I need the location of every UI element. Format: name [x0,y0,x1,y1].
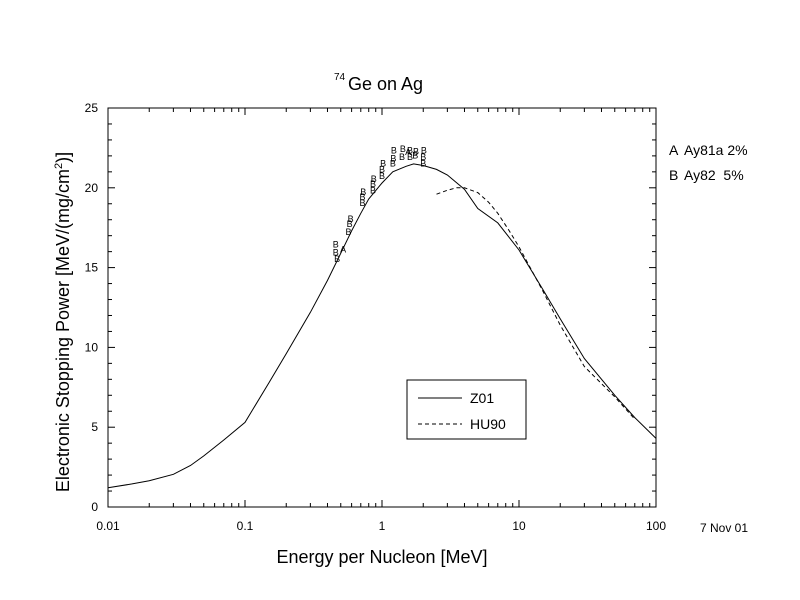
date-label: 7 Nov 01 [700,521,748,535]
data-point-b: B [359,198,365,208]
y-tick-label: 20 [85,181,99,195]
data-point-b: B [420,158,426,168]
y-axis-ticks [108,107,656,508]
y-tick-label: 25 [85,101,99,115]
data-point-b: B [346,227,352,237]
x-tick-label: 0.01 [96,519,120,533]
data-point-b: B [390,153,396,163]
data-point-b: B [380,158,386,168]
series-line-z01 [107,163,657,489]
data-point-b: B [371,174,377,184]
data-point-b: B [413,146,419,156]
data-source-a-text: Ay81a 2% [684,142,748,158]
series-legend-box [406,379,527,440]
data-source-b-text: Ay82 5% [684,167,744,183]
chart-title-superscript: 74 [334,72,346,83]
data-point-b: B [333,248,339,258]
legend-hu90-label: HU90 [470,416,506,432]
chart-title: Ge on Ag [348,74,423,94]
y-tick-label: 15 [85,261,99,275]
series-legend: Z01 HU90 [406,379,527,440]
data-point-b: B [347,219,353,229]
data-point-b: B [370,185,376,195]
x-axis-label: Energy per Nucleon [MeV] [276,547,487,567]
x-axis-tick-labels: 0.01 0.1 1 10 100 [96,519,666,533]
y-tick-label: 5 [91,420,98,434]
data-point-b: B [379,171,385,181]
data-point-b: B [360,187,366,197]
data-point-b: B [407,145,413,155]
x-tick-label: 0.1 [237,519,254,533]
y-tick-label: 10 [85,340,99,354]
y-axis-label-end: )] [53,152,73,163]
data-source-legend: A Ay81a 2% B Ay82 5% [669,142,748,183]
y-tick-label: 0 [91,500,98,514]
data-point-b: B [348,214,354,224]
data-point-b: B [399,152,405,162]
data-point-b: B [333,240,339,250]
data-point-b: B [370,179,376,189]
data-point-b: B [421,145,427,155]
y-axis-label: Electronic Stopping Power [MeV/(mg/cm2)] [53,152,73,492]
x-tick-label: 100 [646,519,666,533]
y-axis-tick-labels: 0 5 10 15 20 25 [85,101,99,514]
data-point-b: B [412,150,418,160]
data-source-a-marker: A [669,142,679,158]
series-line-hu90 [436,187,636,420]
y-axis-label-superscript: 2 [53,163,65,169]
data-source-b-marker: B [669,167,678,183]
data-series [107,163,657,489]
x-tick-label: 1 [379,519,386,533]
data-source-a: A Ay81a 2% [669,142,748,158]
data-point-b: B [334,254,340,264]
data-point-a: A [340,244,346,254]
data-point-b: B [379,165,385,175]
data-point-b: B [391,145,397,155]
legend-z01-label: Z01 [470,390,494,406]
data-point-b: B [400,144,406,154]
data-point-b: B [407,152,413,162]
data-point-b: B [359,192,365,202]
data-point-b: B [390,158,396,168]
x-axis-ticks [107,108,651,507]
y-axis-label-main: Electronic Stopping Power [MeV/(mg/cm [53,169,73,492]
x-tick-label: 10 [512,519,526,533]
data-source-b: B Ay82 5% [669,167,744,183]
data-point-a: A [405,147,411,157]
data-point-b: B [420,152,426,162]
